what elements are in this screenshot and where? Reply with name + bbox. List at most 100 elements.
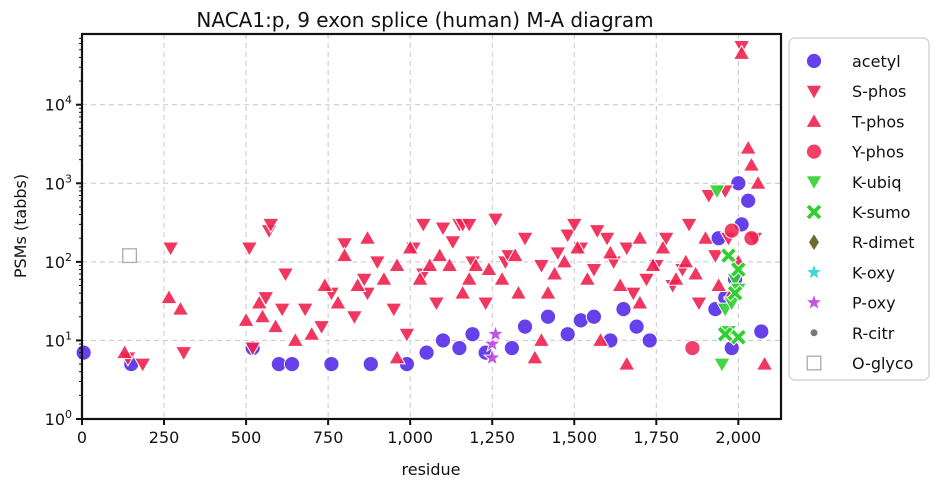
legend-label: K-oxy	[852, 263, 895, 282]
data-point	[588, 224, 607, 240]
data-point	[161, 241, 180, 258]
x-tick-label: 1,500	[551, 428, 597, 447]
data-point	[482, 347, 502, 367]
data-point	[464, 326, 481, 343]
data-point	[411, 270, 429, 286]
series-s-phos	[119, 40, 764, 374]
data-point	[732, 44, 751, 60]
legend-label: Y-phos	[851, 143, 904, 162]
data-point	[312, 320, 331, 336]
grid-lines	[81, 34, 781, 420]
legend-marker	[807, 232, 821, 252]
chart-title: NACA1:p, 9 exon splice (human) M-A diagr…	[196, 8, 653, 32]
data-point	[323, 355, 340, 373]
legend-label: P-oxy	[852, 294, 896, 313]
data-point	[690, 296, 708, 312]
data-point	[414, 217, 433, 234]
data-point	[355, 272, 374, 289]
y-axis-label: PSMs (tabbs)	[11, 174, 30, 278]
data-point	[509, 284, 528, 300]
legend: acetyl S-phos T-phos Y-phos K-ubiq K-sumo R-di…	[788, 37, 930, 381]
legend-marker	[805, 52, 823, 70]
data-point	[482, 333, 502, 353]
data-point	[699, 188, 718, 205]
series-o-glyco	[122, 248, 138, 264]
data-point	[713, 357, 731, 374]
legend-marker	[804, 292, 824, 311]
data-point	[755, 355, 774, 371]
data-point	[460, 217, 479, 234]
legend-marker	[806, 355, 822, 371]
data-point	[548, 246, 567, 262]
data-point	[532, 331, 551, 347]
x-axis-label: residue	[402, 460, 461, 479]
data-point	[591, 331, 610, 347]
legend-label: R-dimet	[852, 233, 915, 252]
data-point	[680, 217, 698, 234]
y-tick-label: 102	[45, 251, 72, 272]
data-point	[617, 355, 636, 371]
data-point	[555, 252, 574, 269]
data-point	[122, 248, 138, 264]
series-p-oxy	[482, 323, 506, 367]
data-point	[348, 276, 367, 293]
data-point	[460, 270, 479, 286]
data-point	[237, 311, 255, 327]
data-point	[598, 231, 616, 248]
legend-marker	[805, 203, 823, 221]
legend-label: O-glyco	[852, 354, 913, 373]
data-point	[503, 339, 521, 357]
data-point	[565, 217, 584, 234]
x-tick-label: 2,000	[715, 428, 761, 447]
series-k-sumo	[716, 246, 748, 346]
series-y-phos	[684, 222, 760, 357]
data-point	[388, 256, 406, 272]
data-point	[398, 327, 416, 344]
data-point	[486, 212, 505, 229]
data-point	[729, 328, 748, 346]
data-point	[653, 239, 672, 255]
data-point	[706, 249, 725, 265]
legend-marker	[805, 112, 823, 128]
data-point	[286, 331, 305, 347]
data-point	[532, 258, 551, 275]
data-point	[631, 293, 649, 310]
data-point	[240, 241, 259, 258]
x-tick-label: 250	[149, 428, 180, 447]
data-point	[253, 307, 272, 324]
series-t-phos	[115, 44, 774, 371]
data-point	[708, 184, 726, 200]
data-point	[739, 139, 758, 155]
data-point	[558, 228, 577, 244]
data-point	[539, 308, 557, 325]
data-point	[667, 270, 685, 286]
data-point	[335, 246, 354, 263]
data-point	[644, 256, 662, 272]
data-point	[585, 308, 603, 325]
legend-label: acetyl	[852, 52, 901, 71]
data-point	[740, 192, 757, 209]
data-point	[329, 293, 347, 310]
data-point	[637, 272, 656, 289]
data-point	[485, 323, 506, 343]
data-point	[601, 243, 620, 260]
x-tick-label: 1,250	[469, 428, 515, 447]
data-point	[266, 317, 285, 334]
legend-label: K-sumo	[852, 203, 910, 222]
data-point	[657, 231, 676, 248]
data-point	[434, 221, 452, 237]
data-point	[160, 288, 178, 305]
data-point	[628, 318, 645, 335]
y-tick-label: 104	[45, 94, 72, 115]
data-point	[466, 256, 485, 272]
data-point	[684, 339, 701, 357]
data-point	[729, 260, 748, 279]
data-point	[443, 235, 462, 251]
data-point	[430, 246, 449, 263]
legend-label: R-citr	[852, 324, 895, 343]
y-tick-label: 100	[45, 408, 72, 429]
legend-marker	[805, 84, 823, 101]
plot-frame	[80, 32, 783, 421]
data-point	[434, 332, 452, 349]
